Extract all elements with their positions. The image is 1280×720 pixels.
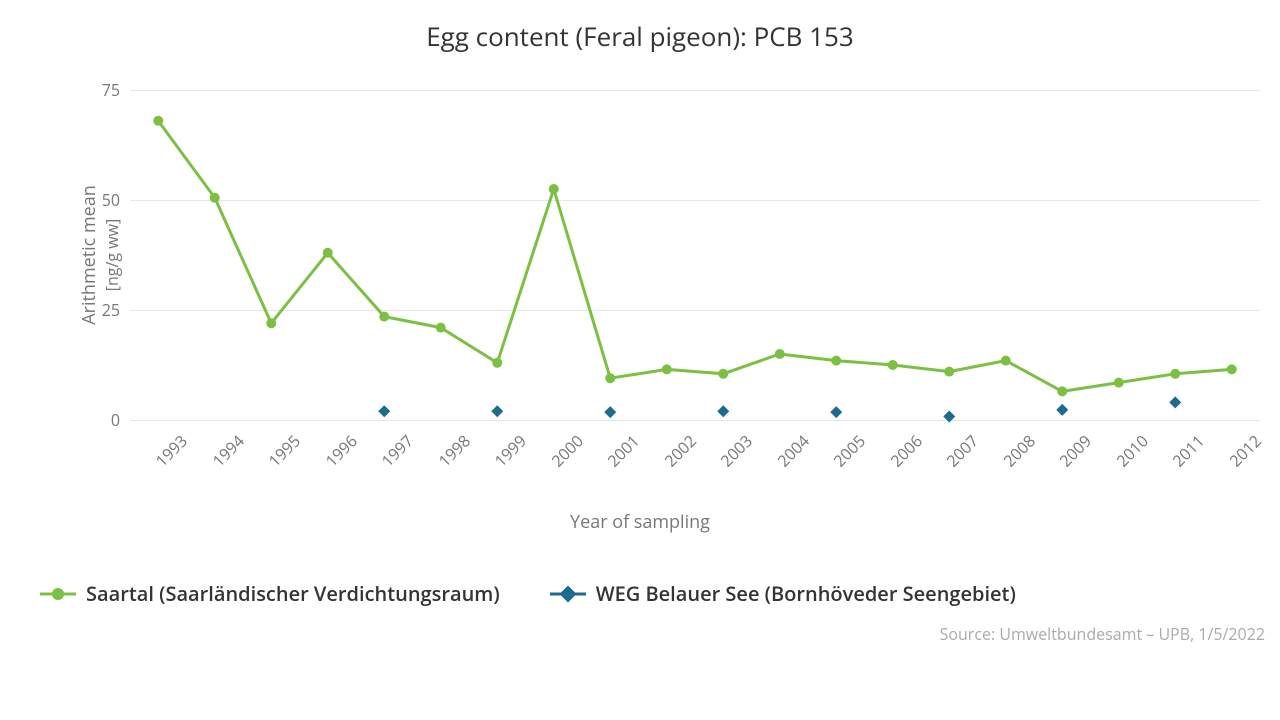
series-line xyxy=(158,121,1232,392)
data-point[interactable] xyxy=(717,405,729,417)
data-point[interactable] xyxy=(153,116,163,126)
x-tick-label: 2002 xyxy=(659,430,700,471)
legend-item-saartal[interactable]: Saartal (Saarländischer Verdichtungsraum… xyxy=(40,580,500,607)
x-tick-label: 2003 xyxy=(716,430,757,471)
data-point[interactable] xyxy=(379,312,389,322)
data-point[interactable] xyxy=(1001,356,1011,366)
data-point[interactable] xyxy=(492,358,502,368)
plot-area xyxy=(130,90,1260,420)
data-point[interactable] xyxy=(775,349,785,359)
legend-label: Saartal (Saarländischer Verdichtungsraum… xyxy=(86,580,500,607)
legend-swatch-diamond-icon xyxy=(550,584,586,604)
x-tick-label: 2012 xyxy=(1224,430,1265,471)
x-tick-label: 1999 xyxy=(490,430,531,471)
x-tick-label: 1997 xyxy=(377,430,418,471)
data-point[interactable] xyxy=(662,364,672,374)
x-tick-label: 2006 xyxy=(885,430,926,471)
data-point[interactable] xyxy=(1227,364,1237,374)
y-tick-label: 0 xyxy=(70,409,120,431)
x-tick-label: 2001 xyxy=(603,430,644,471)
data-point[interactable] xyxy=(831,356,841,366)
x-tick-label: 2009 xyxy=(1055,430,1096,471)
chart-title: Egg content (Feral pigeon): PCB 153 xyxy=(0,18,1280,54)
data-point[interactable] xyxy=(549,184,559,194)
x-tick-label: 1995 xyxy=(264,430,305,471)
data-point[interactable] xyxy=(944,367,954,377)
y-tick-label: 50 xyxy=(70,189,120,211)
x-axis-title: Year of sampling xyxy=(0,510,1280,534)
data-point[interactable] xyxy=(605,373,615,383)
x-tick-label: 1994 xyxy=(207,430,248,471)
x-tick-label: 2011 xyxy=(1168,430,1209,471)
data-point[interactable] xyxy=(1056,404,1068,416)
x-tick-label: 2000 xyxy=(546,430,587,471)
x-tick-label: 1996 xyxy=(320,430,361,471)
data-point[interactable] xyxy=(888,360,898,370)
legend-swatch-circle-icon xyxy=(40,584,76,604)
legend: Saartal (Saarländischer Verdichtungsraum… xyxy=(40,580,1016,607)
series-layer xyxy=(130,90,1260,420)
source-text: Source: Umweltbundesamt – UPB, 1/5/2022 xyxy=(940,623,1265,645)
x-tick-label: 1998 xyxy=(433,430,474,471)
x-tick-label: 2004 xyxy=(772,430,813,471)
x-tick-label: 2005 xyxy=(829,430,870,471)
data-point[interactable] xyxy=(830,406,842,418)
chart-container: Egg content (Feral pigeon): PCB 153 Arit… xyxy=(0,0,1280,720)
data-point[interactable] xyxy=(210,193,220,203)
x-tick-label: 2010 xyxy=(1111,430,1152,471)
data-point[interactable] xyxy=(378,405,390,417)
data-point[interactable] xyxy=(1057,386,1067,396)
y-tick-label: 25 xyxy=(70,299,120,321)
data-point[interactable] xyxy=(718,369,728,379)
data-point[interactable] xyxy=(1170,369,1180,379)
x-tick-label: 2008 xyxy=(998,430,1039,471)
data-point[interactable] xyxy=(491,405,503,417)
y-tick-label: 75 xyxy=(70,79,120,101)
x-tick-label: 1993 xyxy=(151,430,192,471)
data-point[interactable] xyxy=(436,323,446,333)
data-point[interactable] xyxy=(1169,396,1181,408)
legend-item-weg-belauer-see[interactable]: WEG Belauer See (Bornhöveder Seengebiet) xyxy=(550,580,1016,607)
legend-label: WEG Belauer See (Bornhöveder Seengebiet) xyxy=(596,580,1016,607)
data-point[interactable] xyxy=(323,248,333,258)
data-point[interactable] xyxy=(1114,378,1124,388)
data-point[interactable] xyxy=(266,318,276,328)
gridline xyxy=(130,420,1260,421)
data-point[interactable] xyxy=(604,406,616,418)
x-tick-label: 2007 xyxy=(942,430,983,471)
